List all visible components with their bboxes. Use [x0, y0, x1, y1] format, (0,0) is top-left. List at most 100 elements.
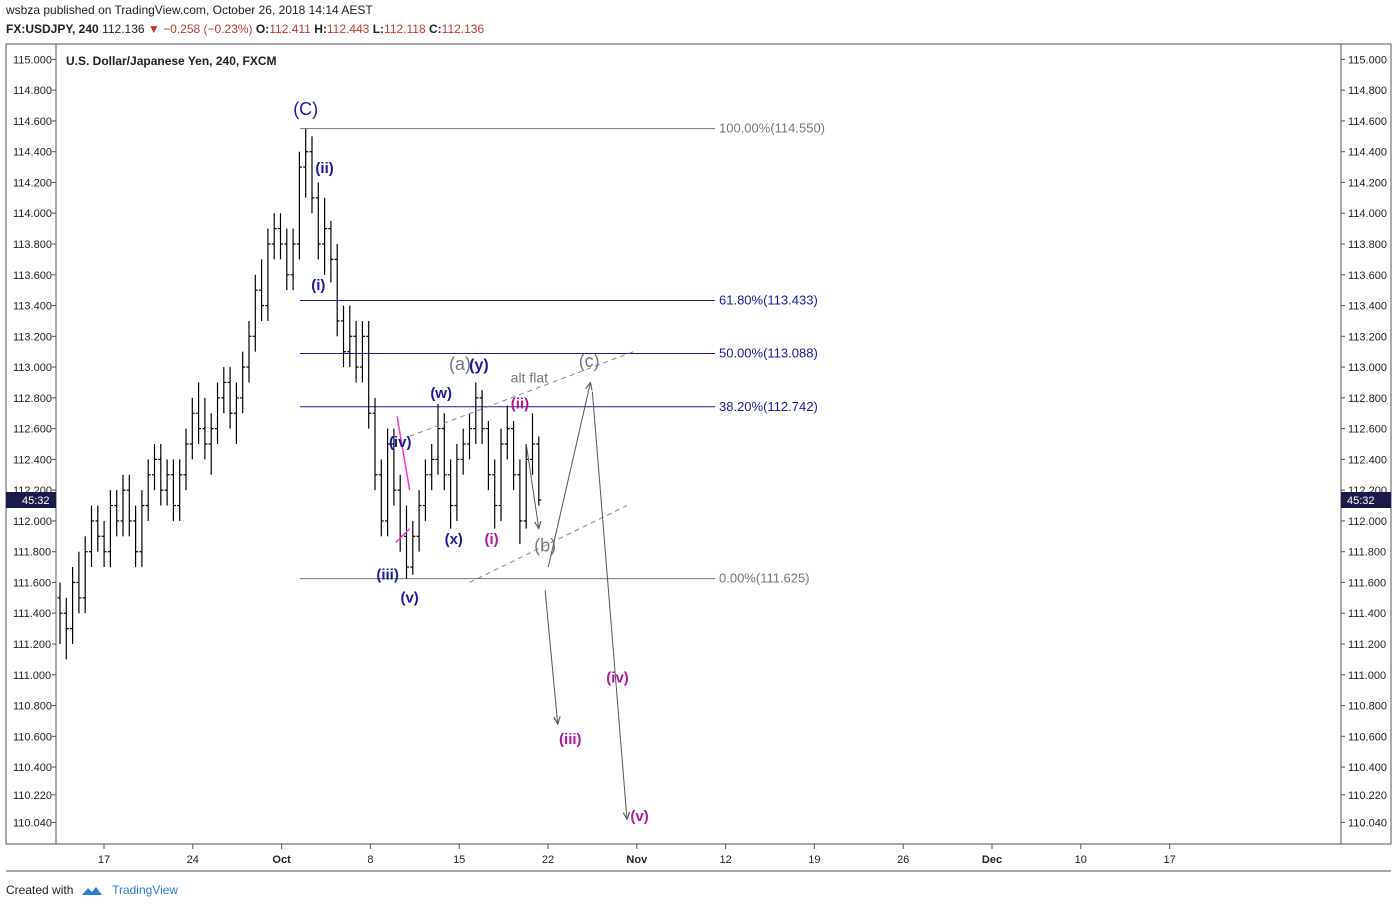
right-y-axis: 115.000 114.800 114.600 114.400 114.200 114.0… — [1341, 54, 1387, 829]
ohlc-bar — [341, 305, 346, 368]
ohlc-bar — [70, 567, 76, 644]
wave-label: (i) — [484, 531, 498, 548]
publish-header: wsbza published on TradingView.com, Octo… — [6, 3, 373, 17]
fib-retracement[interactable]: 100.00%(114.550) 61.80%(113.433) 50.00%(11… — [300, 121, 825, 586]
y-tick-label: 114.800 — [13, 85, 52, 97]
x-tick-label: 19 — [808, 854, 820, 866]
wave-label: (iv) — [606, 669, 629, 686]
y-tick-label: 114.400 — [1348, 147, 1387, 159]
x-tick-label: 26 — [897, 854, 909, 866]
channel-lower-line[interactable] — [469, 505, 628, 583]
y-tick-label: 110.800 — [1348, 701, 1387, 713]
ohlc-bars — [57, 128, 542, 660]
ohlc-bar — [139, 490, 145, 568]
y-tick-label: 110.040 — [1348, 817, 1387, 829]
ohlc-bar — [95, 505, 101, 552]
y-tick-label: 111.000 — [1348, 670, 1386, 682]
ohlc-bar — [265, 228, 271, 321]
ohlc-bar — [448, 459, 454, 529]
projection-arrow-c[interactable] — [547, 382, 590, 568]
author-name[interactable]: wsbza — [6, 3, 41, 17]
ohlc-bar — [183, 428, 189, 491]
y-tick-label: 110.400 — [13, 762, 52, 774]
x-tick-label: 17 — [98, 854, 110, 866]
projection-arrow-b[interactable] — [525, 443, 539, 529]
y-tick-label: 114.400 — [13, 147, 52, 159]
countdown-tags: 45:32 45:32 — [6, 492, 1391, 508]
projection-arrow-v[interactable] — [591, 391, 627, 820]
left-y-axis: 115.000 114.800 114.600 114.400 114.200 114.0… — [13, 54, 56, 829]
wave-label: (w) — [430, 385, 452, 402]
fib-level-label: 50.00%(113.088) — [719, 346, 818, 361]
wave-label: (y) — [469, 357, 489, 374]
y-tick-label: 114.200 — [13, 177, 52, 189]
left-axis-frame — [5, 43, 57, 845]
right-axis-frame — [1340, 43, 1392, 845]
triangle-upper-line[interactable] — [396, 416, 411, 491]
ohlc-bar — [372, 397, 378, 491]
ohlc-bar — [511, 420, 517, 491]
ohlc-bar — [303, 128, 309, 198]
ohlc-bar — [328, 220, 334, 283]
y-tick-label: 111.000 — [13, 670, 51, 682]
ohlc-bar — [498, 428, 504, 521]
x-tick-label: 17 — [1163, 854, 1175, 866]
price-chart[interactable]: U.S. Dollar/Japanese Yen, 240, FXCM 115.… — [0, 0, 1398, 878]
y-tick-label: 111.200 — [1348, 639, 1386, 651]
ohlc-bar — [479, 390, 485, 444]
x-tick-label: Nov — [626, 854, 648, 866]
wave-label: (iv) — [389, 434, 412, 451]
y-tick-label: 113.400 — [13, 301, 52, 313]
wave-label: (i) — [311, 277, 325, 294]
ohlc-bar — [202, 397, 208, 460]
ohlc-bar — [366, 320, 372, 429]
trend-drawings[interactable] — [395, 351, 634, 820]
ohlc-bar — [158, 444, 164, 506]
ohlc-bar — [221, 367, 227, 414]
y-tick-label: 113.400 — [1348, 301, 1387, 313]
high-value: 112.443 — [326, 22, 370, 36]
y-tick-label: 111.600 — [1348, 577, 1386, 589]
tradingview-brand-link[interactable]: TradingView — [112, 883, 179, 897]
projection-arrow-iii[interactable] — [544, 590, 558, 724]
ohlc-bar — [435, 404, 441, 475]
ohlc-bar — [309, 136, 315, 214]
site-link[interactable]: TradingView.com — [114, 3, 206, 17]
y-tick-label: 113.200 — [13, 331, 52, 343]
wave-label: (b) — [534, 536, 556, 556]
ohlc-bar — [359, 320, 365, 383]
wave-labels: (C)(ii)(i)(iv)(iii)(v)(w)(x)(y)(a)alt fl… — [293, 99, 649, 825]
x-tick-label: 8 — [367, 854, 373, 866]
countdown-tag-left — [6, 492, 56, 508]
ohlc-bar — [391, 428, 397, 506]
published-text: published on — [43, 3, 112, 17]
ohlc-bar — [278, 213, 283, 260]
wave-label: (a) — [449, 354, 471, 374]
fib-level-label: 0.00%(111.625) — [719, 571, 810, 586]
ohlc-bar — [57, 582, 63, 644]
triangle-lower-line[interactable] — [395, 528, 411, 543]
countdown-text: 45:32 — [1347, 495, 1375, 507]
ohlc-bar — [152, 444, 157, 491]
y-tick-label: 111.400 — [1348, 608, 1386, 620]
y-tick-label: 113.000 — [1348, 362, 1387, 374]
y-tick-label: 112.600 — [13, 424, 52, 436]
ohlc-bar — [485, 420, 491, 491]
last-price: 112.136 — [102, 22, 145, 36]
ohlc-bar — [63, 597, 69, 660]
fib-level-label: 100.00%(114.550) — [719, 121, 825, 136]
y-tick-label: 114.800 — [1348, 85, 1387, 97]
ohlc-bar — [467, 413, 472, 460]
ohlc-bar — [385, 428, 391, 537]
y-tick-label: 113.600 — [13, 270, 52, 282]
ohlc-bar — [189, 397, 195, 460]
tradingview-logo-icon — [81, 887, 102, 896]
y-tick-label: 114.000 — [1348, 208, 1387, 220]
countdown-tag-right — [1341, 492, 1391, 508]
y-tick-label: 111.800 — [1348, 547, 1386, 559]
low-label: L: — [372, 22, 385, 36]
ohlc-bar — [315, 182, 321, 260]
wave-label: (iii) — [559, 731, 582, 748]
channel-upper-line[interactable] — [409, 351, 634, 437]
y-tick-label: 110.220 — [1348, 790, 1387, 802]
